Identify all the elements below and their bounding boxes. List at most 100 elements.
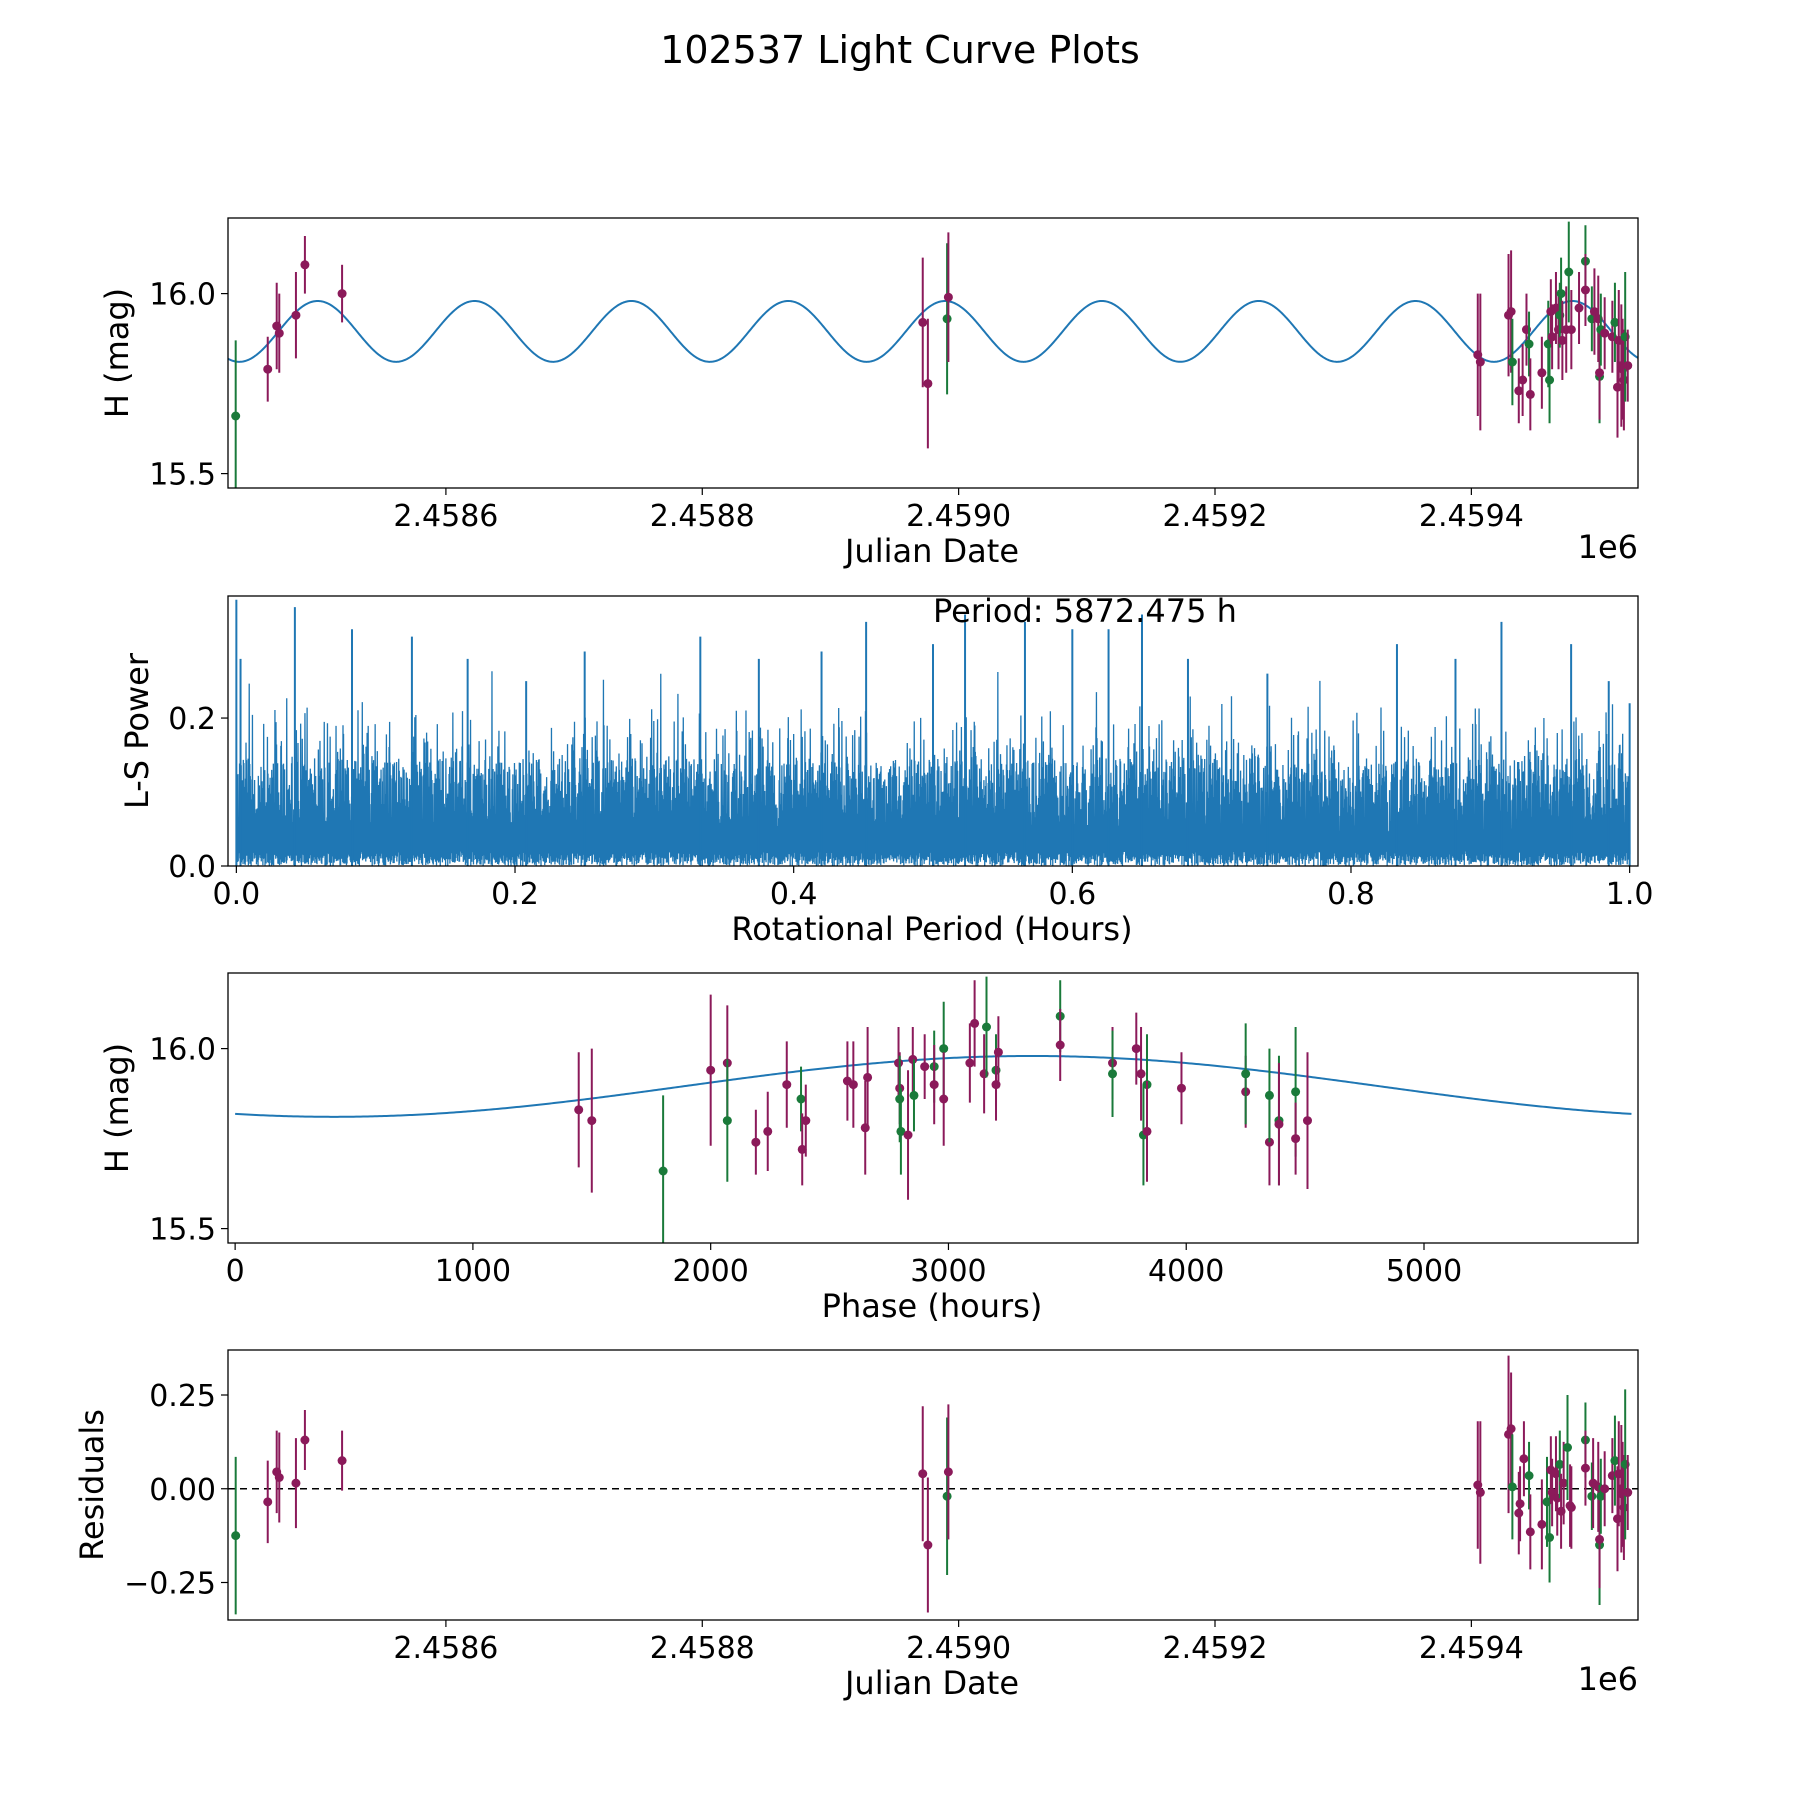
data-point: [942, 1491, 952, 1501]
x-tick-label: 1000: [435, 1254, 511, 1289]
x-tick-label: 2.4594: [1419, 1631, 1524, 1666]
data-point: [1555, 1459, 1565, 1469]
data-point: [908, 1054, 918, 1064]
period-annotation: Period: 5872.475 h: [933, 592, 1237, 630]
data-point: [1142, 1126, 1152, 1136]
data-point: [1525, 389, 1535, 399]
y-tick-label: 0.00: [149, 1473, 216, 1508]
phased-ticks: 0 1000 2000 3000 4000 5000 15.5 16.0: [149, 1033, 1462, 1289]
data-point: [923, 379, 933, 389]
data-point: [1545, 375, 1555, 385]
lightcurve-xlabel: Julian Date: [843, 532, 1019, 570]
data-point: [751, 1137, 761, 1147]
residuals-panel: 2.4586 2.4588 2.4590 2.4592 2.4594 0.25 0.00 −0…: [73, 1349, 1639, 1702]
data-point: [1580, 285, 1590, 295]
data-point: [1537, 368, 1547, 378]
data-point: [923, 1540, 933, 1550]
data-point: [918, 317, 928, 327]
x-tick-label: 0.8: [1327, 877, 1375, 912]
data-point: [1610, 317, 1620, 327]
data-point: [1566, 325, 1576, 335]
data-point: [1595, 1534, 1605, 1544]
data-point: [1264, 1090, 1274, 1100]
data-point: [1507, 357, 1517, 367]
lightcurve-plot-area: [228, 221, 1638, 488]
data-point: [894, 1058, 904, 1068]
data-point: [706, 1065, 716, 1075]
data-point: [1623, 1488, 1633, 1497]
lightcurve-ticks: 2.4586 2.4588 2.4590 2.4592 2.4594 15.5 16.0: [149, 278, 1524, 534]
data-point: [939, 1044, 949, 1054]
phased-ylabel: H (mag): [98, 1043, 136, 1173]
data-point: [1547, 332, 1557, 342]
data-point: [1475, 1488, 1485, 1497]
data-point: [1176, 1083, 1186, 1093]
x-tick-label: 2.4588: [650, 499, 755, 534]
data-point: [1600, 1484, 1610, 1494]
data-point: [300, 260, 310, 270]
data-point: [1108, 1069, 1118, 1079]
data-point: [337, 1456, 347, 1466]
residuals-xlabel: Julian Date: [843, 1664, 1019, 1702]
data-point: [1559, 1478, 1569, 1488]
data-point: [903, 1130, 913, 1140]
data-point: [1574, 303, 1584, 313]
data-point: [993, 1047, 1003, 1057]
data-point: [1524, 339, 1534, 349]
y-tick-label: 16.0: [149, 278, 216, 313]
x-tick-label: 2.4592: [1163, 1631, 1268, 1666]
data-point: [981, 1022, 991, 1032]
x-tick-label: 2.4590: [906, 1631, 1011, 1666]
data-point: [231, 411, 241, 421]
data-point: [300, 1435, 310, 1445]
data-point: [970, 1018, 980, 1028]
data-point: [848, 1080, 858, 1090]
phased-panel: 0 1000 2000 3000 4000 5000 15.5 16.0 Phase (hou…: [98, 972, 1639, 1325]
data-point: [291, 310, 301, 320]
residuals-frame: [227, 1349, 1639, 1621]
data-point: [263, 364, 273, 374]
data-point: [1475, 357, 1485, 367]
data-point: [1589, 307, 1599, 317]
data-point: [1564, 267, 1574, 277]
residuals-offset-label: 1e6: [1578, 1660, 1638, 1698]
data-point: [943, 1467, 953, 1477]
data-point: [1596, 1491, 1606, 1501]
data-point: [722, 1116, 732, 1126]
data-point: [1545, 1533, 1555, 1542]
data-point: [796, 1094, 806, 1104]
data-point: [943, 292, 953, 302]
data-point: [274, 328, 284, 338]
x-tick-label: 0: [226, 1254, 245, 1289]
phased-xlabel: Phase (hours): [822, 1287, 1043, 1325]
figure-title: 102537 Light Curve Plots: [660, 28, 1140, 72]
data-point: [1291, 1134, 1301, 1144]
model-curve: [228, 299, 1638, 363]
data-point: [797, 1144, 807, 1154]
x-tick-label: 0.0: [213, 877, 261, 912]
y-tick-label: 0.2: [168, 702, 216, 737]
data-point: [1291, 1087, 1301, 1097]
y-tick-label: 0.25: [149, 1379, 216, 1414]
data-point: [1587, 1491, 1597, 1501]
data-point: [574, 1105, 584, 1115]
data-point: [1506, 307, 1516, 317]
x-tick-label: 0.6: [1048, 877, 1096, 912]
data-point: [1623, 361, 1633, 371]
lightcurve-frame: [227, 217, 1639, 489]
data-point: [942, 314, 952, 324]
residuals-plot-area: [228, 1355, 1638, 1615]
x-tick-label: 2.4592: [1163, 499, 1268, 534]
data-point: [929, 1080, 939, 1090]
data-point: [763, 1126, 773, 1136]
x-tick-label: 2000: [673, 1254, 749, 1289]
data-point: [1600, 328, 1610, 338]
periodogram-panel: 0.0 0.2 0.4 0.6 0.8 1.0 0.0 0.2 Rotational Peri…: [118, 592, 1653, 948]
data-point: [1136, 1069, 1146, 1079]
data-point: [909, 1090, 919, 1100]
data-point: [782, 1080, 792, 1090]
data-point: [1610, 1456, 1620, 1466]
x-tick-label: 3000: [910, 1254, 986, 1289]
lightcurve-offset-label: 1e6: [1578, 528, 1638, 566]
